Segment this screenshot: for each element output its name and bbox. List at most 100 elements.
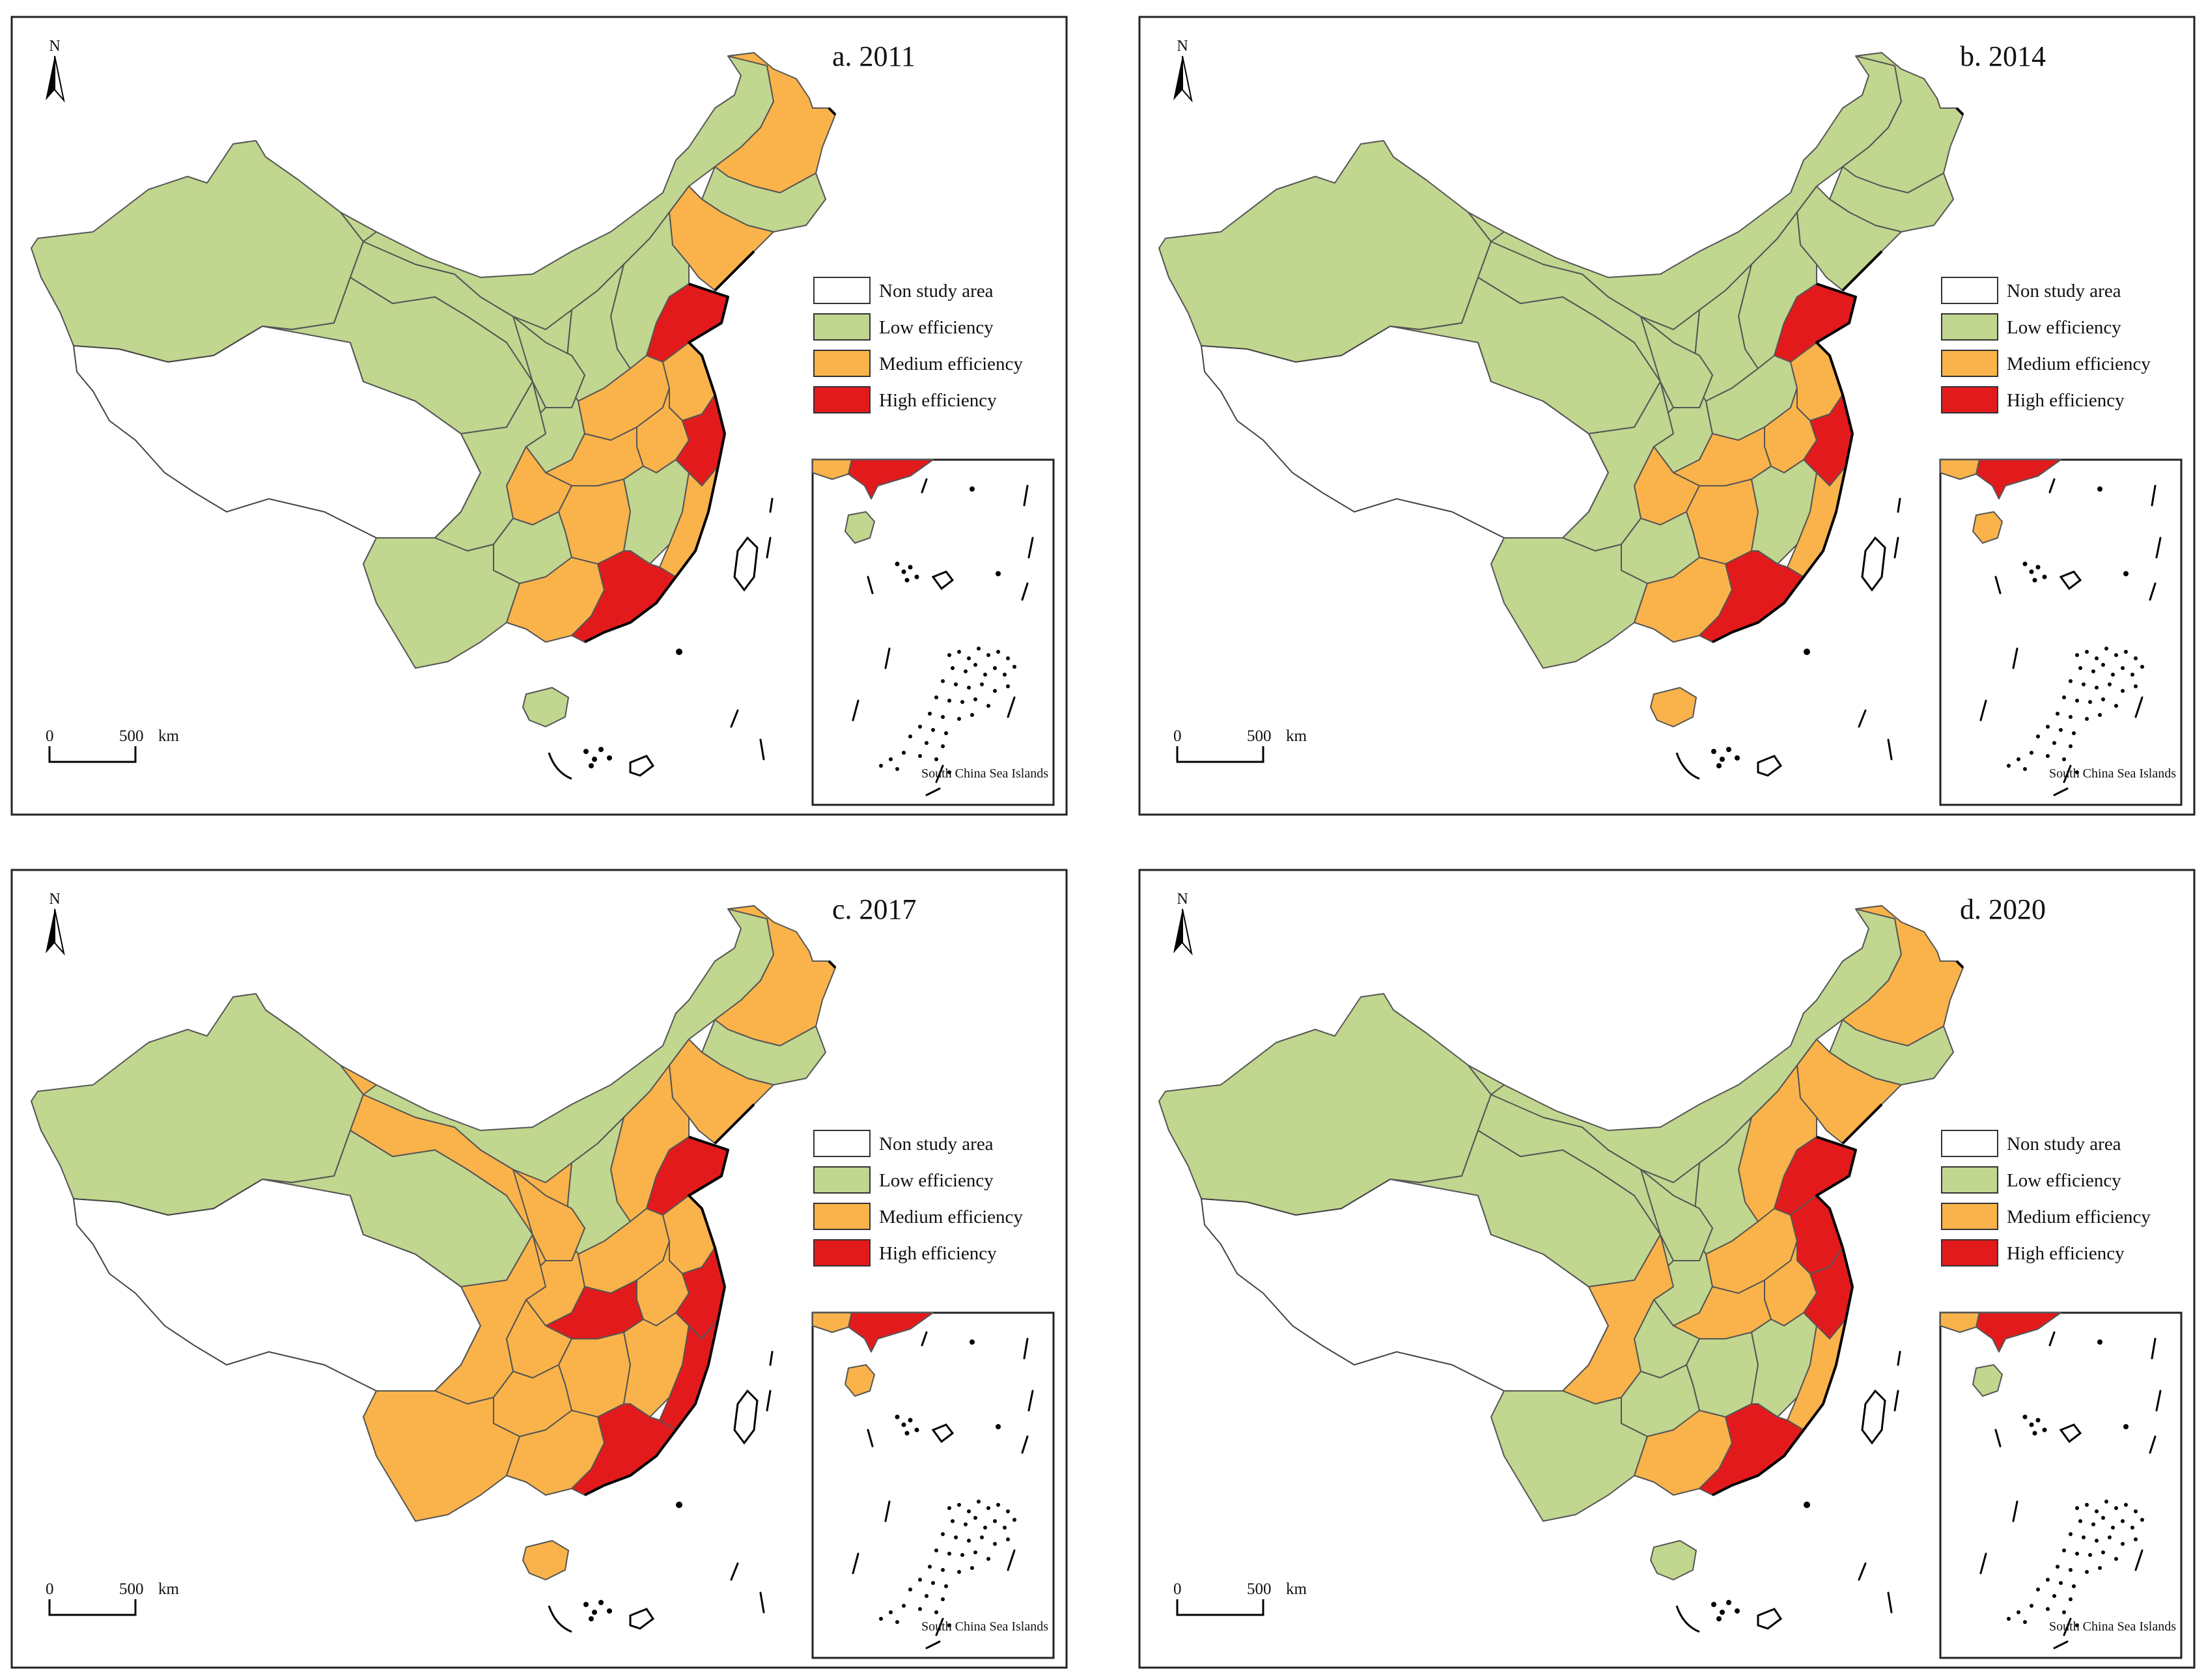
boundary-dash xyxy=(548,1605,572,1633)
inset-island-dot xyxy=(928,1565,932,1569)
scale-zero: 0 xyxy=(46,727,54,745)
inset-island-dot xyxy=(2046,1578,2050,1582)
inset-hainan xyxy=(1972,1364,2003,1397)
inset-island-dot xyxy=(957,650,961,654)
inset-island-dot xyxy=(1003,1526,1007,1530)
inset-island-dot xyxy=(2101,663,2105,667)
inset-island-dot xyxy=(1003,673,1007,677)
inset-island-dot xyxy=(2095,686,2099,690)
inset-island-dot xyxy=(996,1503,1000,1507)
inset-island-dot xyxy=(2123,571,2129,576)
north-arrow-right xyxy=(54,908,65,956)
inset-guangxi xyxy=(1940,459,1980,480)
legend-swatch-low xyxy=(813,1166,871,1194)
inset-island-dot xyxy=(957,1503,961,1507)
inset-island-dot xyxy=(931,728,935,732)
inset-boundary-dash xyxy=(1994,576,2002,595)
inset-island-dot xyxy=(973,1550,977,1554)
scale-unit: km xyxy=(158,727,180,745)
province-ningxia xyxy=(512,1169,585,1261)
inset-island-dot xyxy=(914,1427,919,1433)
south-china-sea-inset: South China Sea Islands xyxy=(1939,1311,2183,1659)
coastline xyxy=(584,960,837,1496)
inset-island-dot xyxy=(2072,731,2076,735)
inset-boundary-dash xyxy=(2155,1390,2162,1412)
scale-unit: km xyxy=(1286,1580,1307,1598)
inset-island-dot xyxy=(2104,1500,2108,1504)
island-dot xyxy=(1735,755,1740,761)
inset-island-dot xyxy=(973,697,977,701)
inset-guangxi xyxy=(1940,1312,1980,1333)
province-hainan xyxy=(1650,1540,1697,1580)
inset-boundary-dash xyxy=(2048,478,2056,494)
inset-guangdong xyxy=(848,459,934,499)
inset-frame xyxy=(1939,458,2183,806)
inset-island-dot xyxy=(931,1581,935,1585)
inset-label: South China Sea Islands xyxy=(2049,1619,2176,1634)
inset-boundary-dash xyxy=(1007,696,1016,718)
legend-swatch-med xyxy=(813,350,871,377)
scale-value: 500 xyxy=(1247,1580,1272,1598)
island-dot xyxy=(676,1502,682,1508)
inset-island-dot xyxy=(2069,715,2073,719)
inset-island-dot xyxy=(934,757,938,761)
inset-island-dot xyxy=(2095,1509,2099,1513)
island-dot xyxy=(1711,1602,1716,1607)
inset-island-dot xyxy=(996,1424,1001,1429)
inset-island-dot xyxy=(2075,699,2079,703)
inset-island-dot xyxy=(2017,1610,2020,1614)
north-arrow: N xyxy=(1173,891,1193,956)
inset-island-dot xyxy=(918,1578,922,1582)
inset-island-dot xyxy=(967,1539,971,1543)
island-outline xyxy=(1757,1608,1783,1630)
inset-island-dot xyxy=(914,574,919,580)
boundary-dash xyxy=(759,738,765,761)
inset-boundary-dash xyxy=(2134,696,2143,718)
inset-island-dot xyxy=(2030,751,2033,755)
inset-island-dot xyxy=(2140,665,2144,669)
inset-island-dot xyxy=(2082,1535,2086,1539)
inset-island-dot xyxy=(1006,684,1010,688)
inset-island-outline xyxy=(2059,570,2082,591)
boundary-dash xyxy=(1887,738,1893,761)
inset-island-dot xyxy=(879,764,883,768)
inset-island-dot xyxy=(2121,689,2125,693)
island-dot xyxy=(583,749,589,754)
inset-label: South China Sea Islands xyxy=(921,1619,1048,1634)
inset-island-dot xyxy=(2108,1535,2112,1539)
inset-island-dot xyxy=(954,1535,958,1539)
scale-bar: 0 500 km xyxy=(1173,1580,1307,1616)
inset-boundary-dash xyxy=(2063,1617,2072,1636)
inset-island-dot xyxy=(2085,650,2089,654)
legend-label-low: Low efficiency xyxy=(2007,317,2121,338)
inset-boundary-dash xyxy=(1027,537,1034,559)
inset-island-dot xyxy=(2042,574,2047,580)
inset-island-dot xyxy=(2095,656,2099,660)
inset-boundary-dash xyxy=(867,576,874,595)
inset-island-dot xyxy=(2029,569,2034,574)
inset-boundary-dash xyxy=(2149,1435,2157,1454)
inset-island-dot xyxy=(2075,1506,2079,1510)
inset-boundary-dash xyxy=(1994,1429,2002,1448)
scale-zero: 0 xyxy=(1173,1580,1182,1598)
inset-island-dot xyxy=(2134,656,2138,660)
panel-title: d. 2020 xyxy=(1960,893,2046,925)
inset-island-dot xyxy=(879,1617,883,1621)
inset-island-dot xyxy=(947,770,951,774)
island-dot xyxy=(1804,649,1810,655)
province-layer xyxy=(1158,905,1964,1580)
inset-island-dot xyxy=(2023,767,2027,771)
island-dot xyxy=(589,763,594,768)
inset-island-dot xyxy=(993,689,997,693)
inset-hainan xyxy=(845,1364,875,1397)
panel-title: c. 2017 xyxy=(832,893,917,925)
island-dot xyxy=(1804,1502,1810,1508)
inset-island-dot xyxy=(2069,1568,2073,1572)
inset-island-dot xyxy=(2101,1516,2105,1520)
inset-frame xyxy=(811,458,1055,806)
inset-island-dot xyxy=(2101,697,2105,701)
boundary-dash xyxy=(1675,1605,1700,1633)
inset-boundary-dash xyxy=(852,1552,859,1575)
legend-swatch-high xyxy=(813,1239,871,1267)
inset-island-dot xyxy=(941,1568,945,1572)
